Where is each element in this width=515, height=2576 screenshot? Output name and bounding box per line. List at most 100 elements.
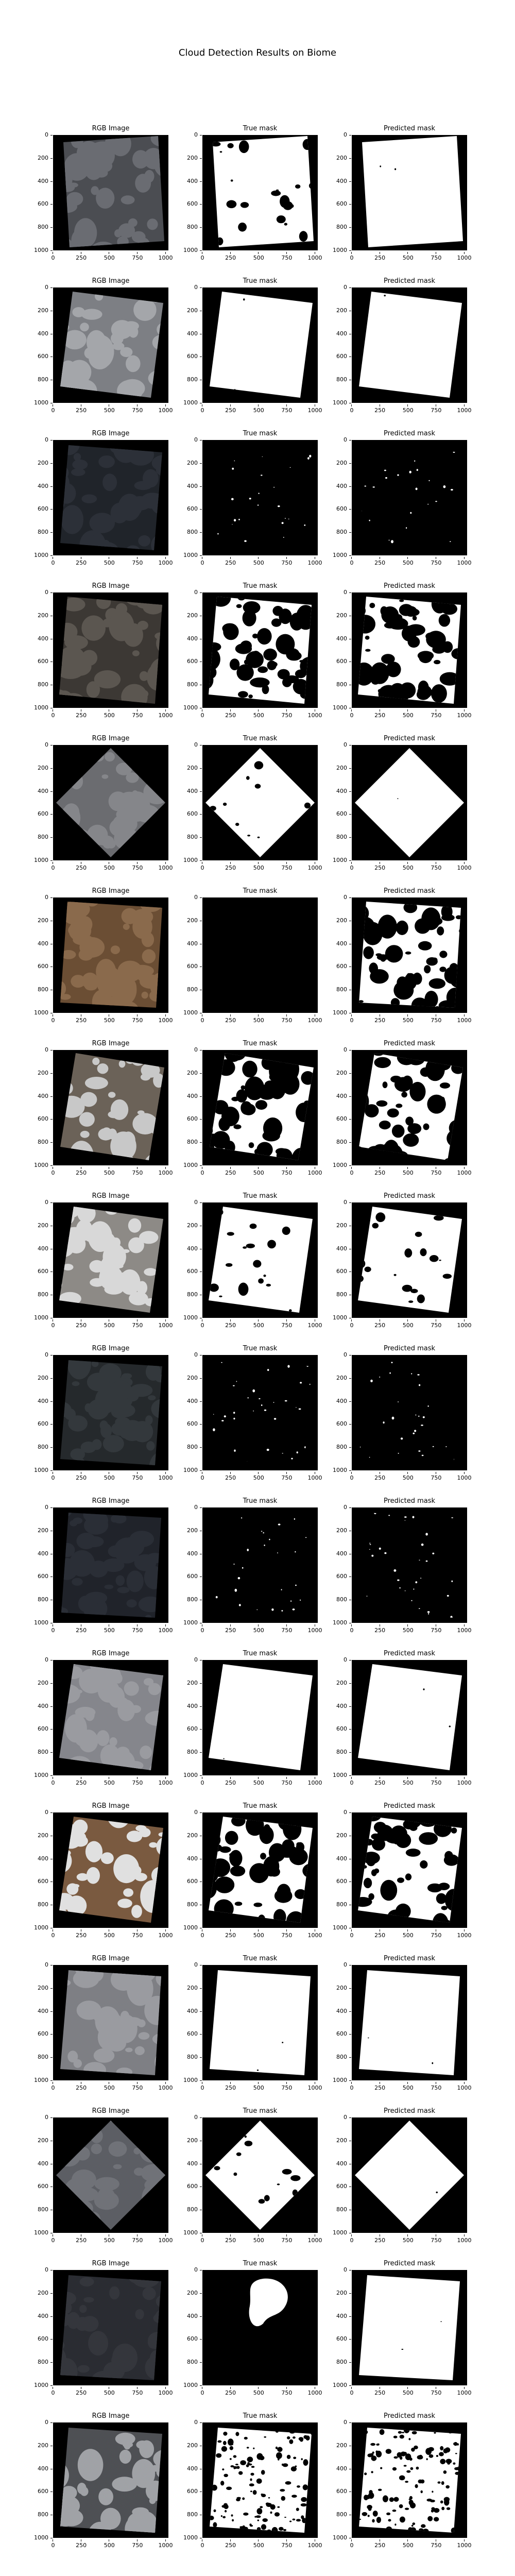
mask-region <box>365 649 371 652</box>
mask-region <box>384 469 386 471</box>
y-tick-label: 600 <box>179 1878 202 1885</box>
mask-region <box>235 823 239 826</box>
y-tick-label: 400 <box>179 788 202 794</box>
mask-region <box>102 473 117 492</box>
y-tick-label: 200 <box>30 1070 53 1076</box>
y-tick-label: 200 <box>30 307 53 314</box>
x-tick-label: 1000 <box>306 709 324 719</box>
x-tick-label: 0 <box>342 1777 361 1786</box>
panel-title: True mask <box>243 582 278 590</box>
y-tick-label: 600 <box>179 2488 202 2495</box>
axes-frame <box>202 1965 318 2080</box>
axes-frame <box>352 897 467 1013</box>
x-tick-label: 750 <box>128 2234 147 2244</box>
mask-region <box>262 685 269 694</box>
mask-region <box>219 151 222 153</box>
x-tick-label: 0 <box>342 2234 361 2244</box>
axes-frame <box>352 2422 467 2538</box>
y-tick-label: 400 <box>329 178 351 184</box>
y-tick-label: 400 <box>329 1855 351 1862</box>
y-tick-label: 1000 <box>329 1772 351 1778</box>
x-tick-label: 250 <box>371 2387 389 2396</box>
y-tick-label: 1000 <box>30 1620 53 1626</box>
panel-title: Predicted mask <box>383 2412 436 2420</box>
x-tick-label: 250 <box>221 2387 240 2396</box>
mask-region <box>137 620 148 630</box>
x-tick-label: 250 <box>371 557 389 566</box>
rgb-image-image <box>53 135 168 250</box>
x-tick-label: 500 <box>399 1319 417 1329</box>
y-tick-label: 1000 <box>179 1467 202 1473</box>
mask-region <box>112 814 138 834</box>
y-tick-label: 400 <box>30 2008 53 2014</box>
panel-title: RGB Image <box>92 582 130 590</box>
y-tick-label: 800 <box>179 2359 202 2365</box>
x-tick-label: 1000 <box>455 1014 474 1024</box>
y-tick-label: 400 <box>329 2008 351 2014</box>
y-tick-label: 400 <box>179 940 202 947</box>
y-tick-label: 600 <box>30 2488 53 2495</box>
y-tick-label: 600 <box>179 353 202 360</box>
mask-region <box>141 991 148 999</box>
y-tick-label: 600 <box>30 963 53 970</box>
y-tick-label: 1000 <box>329 2382 351 2388</box>
axes-frame <box>352 1050 467 1165</box>
y-tick-label: 200 <box>329 612 351 619</box>
y-tick-label: 800 <box>30 2512 53 2518</box>
mask-region <box>384 622 396 629</box>
x-tick-label: 750 <box>427 1319 445 1329</box>
y-tick-label: 800 <box>329 377 351 383</box>
x-tick-label: 0 <box>193 252 212 261</box>
mask-region <box>81 309 102 320</box>
predicted-mask-panel: Predicted mask 0 200 400 600 800 1000 0 250 500 75… <box>333 1955 472 2091</box>
mask-region <box>309 454 312 457</box>
axes-frame <box>352 1202 467 1318</box>
y-tick-label: 1000 <box>329 400 351 406</box>
y-tick-label: 600 <box>179 1268 202 1275</box>
y-tick-label: 200 <box>179 1832 202 1839</box>
mask-region <box>289 613 304 631</box>
y-tick-label: 1000 <box>179 1315 202 1321</box>
mask-region <box>279 608 292 624</box>
y-tick-label: 400 <box>329 483 351 489</box>
y-tick-label: 0 <box>179 132 202 138</box>
mask-region <box>116 762 132 775</box>
y-tick-label: 200 <box>30 1680 53 1686</box>
predicted-mask-panel: Predicted mask 0 200 400 600 800 1000 0 250 500 75… <box>333 735 472 871</box>
y-tick-label: 0 <box>329 894 351 901</box>
y-tick-label: 800 <box>329 2207 351 2213</box>
true-mask-panel: True mask 0 200 400 600 800 1000 0 250 500 750 1000 <box>183 1040 322 1176</box>
mask-region <box>233 519 236 522</box>
x-tick-label: 750 <box>278 1014 296 1024</box>
x-tick-label: 250 <box>221 1929 240 1939</box>
x-tick-label: 1000 <box>306 1472 324 1481</box>
x-tick-label: 500 <box>100 2082 118 2091</box>
y-tick-label: 200 <box>329 917 351 924</box>
y-tick-label: 800 <box>329 987 351 993</box>
y-tick-label: 600 <box>30 658 53 665</box>
y-tick-label: 600 <box>30 1421 53 1427</box>
mask-region <box>410 512 412 514</box>
x-tick-label: 500 <box>249 1929 268 1939</box>
y-tick-label: 1000 <box>30 857 53 863</box>
x-tick-label: 250 <box>72 1777 91 1786</box>
mask-region <box>299 660 304 663</box>
axes-frame <box>53 1202 168 1318</box>
x-tick-label: 750 <box>128 557 147 566</box>
y-tick-label: 800 <box>329 834 351 840</box>
mask-region <box>299 231 308 242</box>
mask-region <box>283 201 293 210</box>
axes-frame <box>202 2117 318 2233</box>
mask-region <box>73 453 81 461</box>
y-tick-label: 400 <box>329 940 351 947</box>
y-tick-label: 200 <box>179 612 202 619</box>
y-tick-label: 1000 <box>30 1315 53 1321</box>
y-tick-label: 0 <box>30 2267 53 2273</box>
rgb-image-panel: RGB Image 0 200 400 600 800 1000 0 250 500 750 1000 <box>34 125 173 261</box>
x-tick-label: 1000 <box>306 1624 324 1634</box>
mask-region <box>238 140 249 154</box>
axes-frame <box>202 1202 318 1318</box>
mask-region <box>123 923 130 930</box>
mask-region <box>60 981 66 996</box>
true-mask-panel: True mask 0 200 400 600 800 1000 0 250 500 750 1000 <box>183 582 322 719</box>
